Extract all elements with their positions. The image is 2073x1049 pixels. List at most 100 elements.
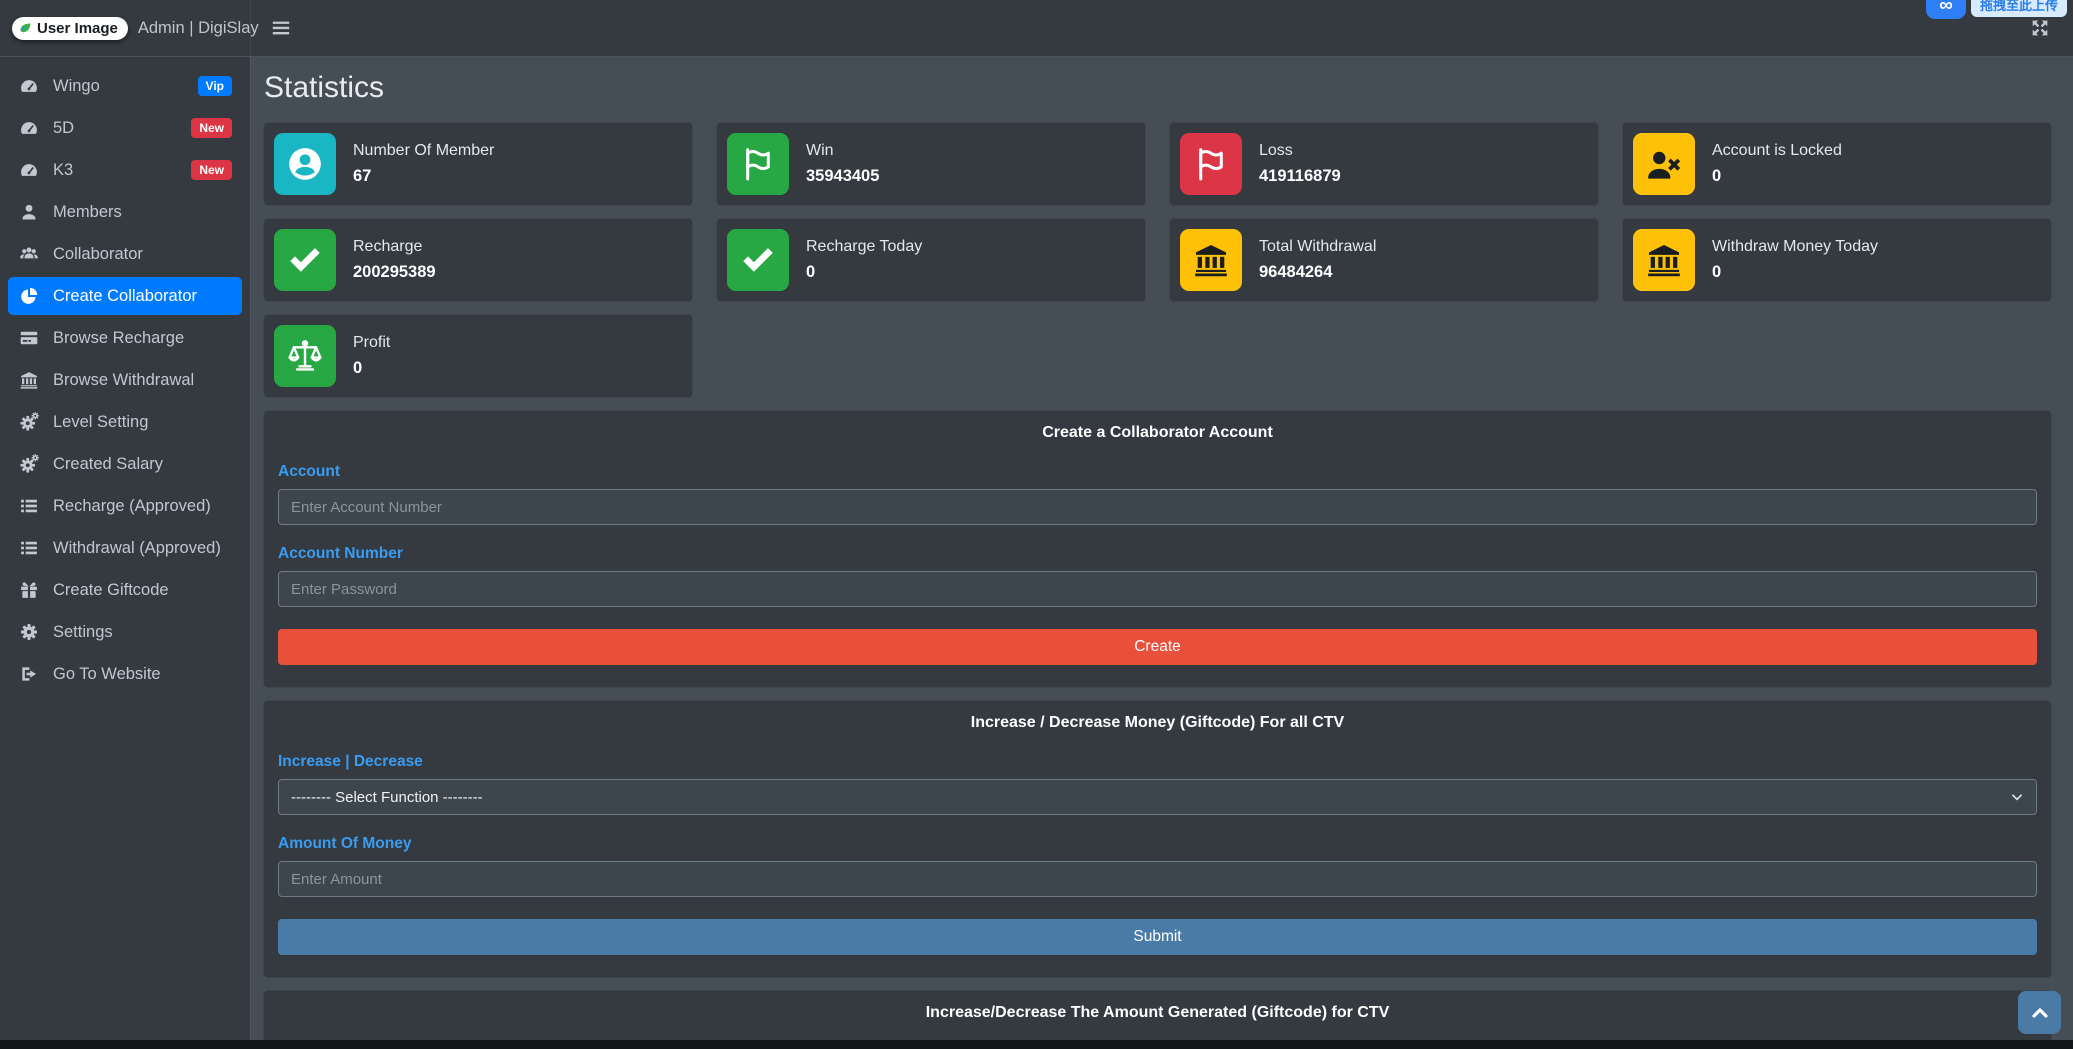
amount-input[interactable] <box>278 861 2037 897</box>
stat-card-label: Number Of Member <box>353 142 495 159</box>
flag-icon <box>1180 133 1242 195</box>
sidebar-item-browse-recharge[interactable]: Browse Recharge <box>8 319 242 357</box>
giftcode-generated-panel: Increase/Decrease The Amount Generated (… <box>264 991 2051 1045</box>
extension-infinity-icon[interactable]: ∞ <box>1925 0 1966 19</box>
sidebar-item-browse-withdrawal[interactable]: Browse Withdrawal <box>8 361 242 399</box>
stat-card-account-is-locked: Account is Locked 0 <box>1623 123 2051 205</box>
stat-card-value: 35943405 <box>806 167 880 185</box>
sidebar-item-recharge-approved[interactable]: Recharge (Approved) <box>8 487 242 525</box>
function-select-value: -------- Select Function -------- <box>291 788 483 806</box>
stat-card-value: 0 <box>1712 263 1722 281</box>
sidebar-item-label: Go To Website <box>53 664 161 683</box>
function-select[interactable]: -------- Select Function -------- <box>278 779 2037 815</box>
stat-card-label: Account is Locked <box>1712 142 1842 159</box>
statistics-grid: Number Of Member 67 Win 35943405 Loss 41… <box>264 123 2051 397</box>
stat-card-value: 96484264 <box>1259 263 1333 281</box>
sidebar-item-label: Members <box>53 202 122 221</box>
credit-card-icon <box>18 328 40 348</box>
stat-card-win: Win 35943405 <box>717 123 1145 205</box>
stat-card-value: 200295389 <box>353 263 436 281</box>
increase-decrease-label: Increase | Decrease <box>278 753 423 770</box>
create-button[interactable]: Create <box>278 629 2037 665</box>
bottom-edge <box>0 1040 2073 1049</box>
giftcode-money-panel: Increase / Decrease Money (Giftcode) For… <box>264 701 2051 977</box>
tachometer-icon <box>18 76 40 96</box>
stat-card-recharge-today: Recharge Today 0 <box>717 219 1145 301</box>
check-icon <box>727 229 789 291</box>
sidebar-item-label: Created Salary <box>53 454 164 473</box>
list-icon <box>18 496 40 516</box>
chart-pie-icon <box>18 286 40 306</box>
sidebar-item-withdrawal-approved[interactable]: Withdrawal (Approved) <box>8 529 242 567</box>
users-icon <box>18 244 40 264</box>
stat-card-label: Withdraw Money Today <box>1712 238 1878 255</box>
stat-card-profit: Profit 0 <box>264 315 692 397</box>
user-times-icon <box>1633 133 1695 195</box>
stat-card-label: Total Withdrawal <box>1259 238 1377 255</box>
hamburger-menu-icon[interactable] <box>270 17 292 39</box>
brand-logo[interactable]: User Image <box>12 16 128 40</box>
stat-card-label: Recharge Today <box>806 238 923 255</box>
stat-card-value: 0 <box>1712 167 1722 185</box>
sidebar-item-label: Browse Recharge <box>53 328 185 347</box>
sidebar-item-members[interactable]: Members <box>8 193 242 231</box>
brand-title: Admin | DigiSlay <box>137 18 259 37</box>
sidebar-menu: Wingo Vip 5D New K3 New Members Collabor… <box>0 57 250 707</box>
stat-card-number-of-member: Number Of Member 67 <box>264 123 692 205</box>
stat-card-value: 419116879 <box>1259 167 1341 185</box>
password-input[interactable] <box>278 571 2037 607</box>
sidebar-item-k3[interactable]: K3 New <box>8 151 242 189</box>
sidebar-item-settings[interactable]: Settings <box>8 613 242 651</box>
create-collaborator-panel: Create a Collaborator Account Account Ac… <box>264 411 2051 687</box>
stat-card-value: 0 <box>806 263 816 281</box>
sidebar-item-label: Collaborator <box>53 244 143 263</box>
bank-icon <box>18 370 40 390</box>
account-label: Account <box>278 463 340 480</box>
scroll-to-top-button[interactable] <box>2018 991 2061 1034</box>
sidebar-item-label: K3 <box>53 160 74 179</box>
fullscreen-expand-icon[interactable] <box>2029 17 2051 39</box>
stat-card-total-withdrawal: Total Withdrawal 96484264 <box>1170 219 1598 301</box>
check-icon <box>274 229 336 291</box>
account-input[interactable] <box>278 489 2037 525</box>
stat-card-value: 67 <box>353 167 372 185</box>
stat-card-withdraw-money-today: Withdraw Money Today 0 <box>1623 219 2051 301</box>
sidebar-item-level-setting[interactable]: Level Setting <box>8 403 242 441</box>
sidebar-item-label: Level Setting <box>53 412 149 431</box>
panel-title: Create a Collaborator Account <box>1042 424 1273 441</box>
sidebar-item-label: Browse Withdrawal <box>53 370 195 389</box>
sidebar-item-create-giftcode[interactable]: Create Giftcode <box>8 571 242 609</box>
sidebar-item-label: 5D <box>53 118 75 137</box>
sidebar-item-badge: Vip <box>197 76 232 96</box>
list-icon <box>18 538 40 558</box>
sidebar-item-collaborator[interactable]: Collaborator <box>8 235 242 273</box>
main-content: Statistics Number Of Member 67 Win 35943… <box>250 57 2073 1049</box>
extension-tooltip: 拖拽至此上传 <box>1970 0 2067 17</box>
browser-extension-overlay: ∞ 拖拽至此上传 <box>1925 0 2067 19</box>
panel-title: Increase/Decrease The Amount Generated (… <box>925 1004 1390 1021</box>
user-circle-icon <box>274 133 336 195</box>
sidebar-item-label: Recharge (Approved) <box>53 496 211 515</box>
cogs-icon <box>18 454 40 474</box>
sidebar-item-5d[interactable]: 5D New <box>8 109 242 147</box>
sidebar: User Image Admin | DigiSlay Wingo Vip 5D… <box>0 0 259 1049</box>
brand: User Image Admin | DigiSlay <box>0 0 259 57</box>
sidebar-item-created-salary[interactable]: Created Salary <box>8 445 242 483</box>
balance-icon <box>274 325 336 387</box>
amount-of-money-label: Amount Of Money <box>278 835 412 852</box>
sidebar-item-wingo[interactable]: Wingo Vip <box>8 67 242 105</box>
stat-card-value: 0 <box>353 359 363 377</box>
stat-card-loss: Loss 419116879 <box>1170 123 1598 205</box>
account-number-label: Account Number <box>278 545 403 562</box>
sidebar-item-go-to-website[interactable]: Go To Website <box>8 655 242 693</box>
brand-logo-text: User Image <box>37 19 118 37</box>
panel-title: Increase / Decrease Money (Giftcode) For… <box>970 714 1345 731</box>
submit-button[interactable]: Submit <box>278 919 2037 955</box>
bank-icon <box>1180 229 1242 291</box>
user-icon <box>18 202 40 222</box>
sidebar-item-label: Withdrawal (Approved) <box>53 538 221 557</box>
flag-icon <box>727 133 789 195</box>
sidebar-item-label: Wingo <box>53 76 100 95</box>
sidebar-item-create-collaborator[interactable]: Create Collaborator <box>8 277 242 315</box>
stat-card-label: Profit <box>353 334 391 351</box>
